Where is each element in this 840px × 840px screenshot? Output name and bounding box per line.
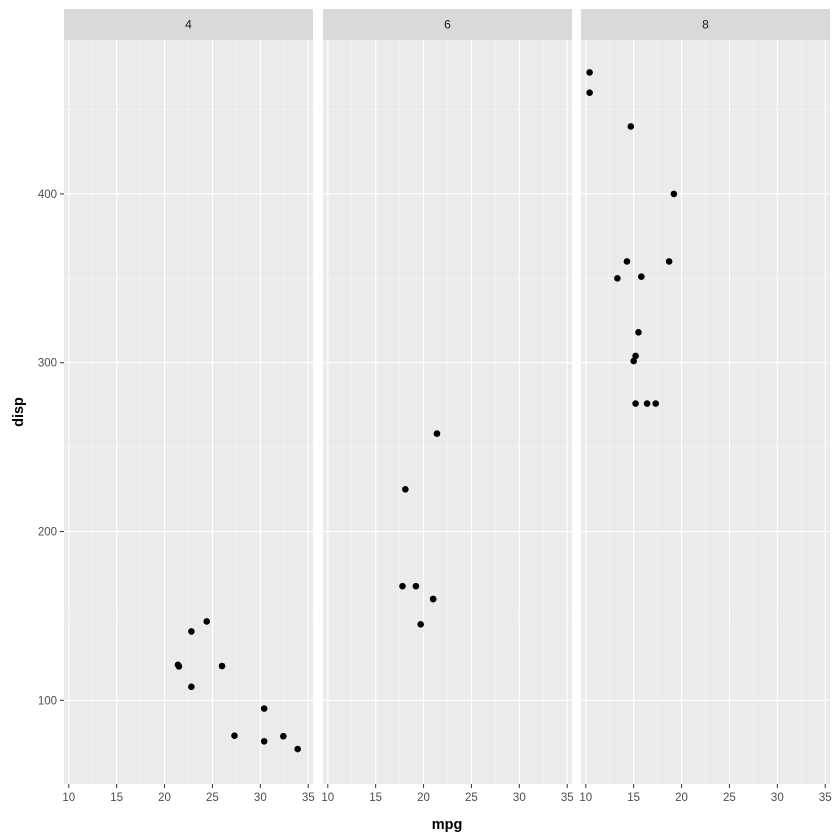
x-tick-label: 35 — [302, 792, 315, 804]
data-point-4-0 — [188, 683, 195, 691]
data-point-8-12 — [638, 273, 645, 280]
data-point-6-4 — [412, 582, 420, 590]
x-tick-label: 10 — [62, 792, 75, 804]
data-point-8-0 — [665, 258, 673, 265]
data-point-4-4 — [260, 737, 268, 745]
y-tick-label: 200 — [38, 526, 57, 538]
data-point-4-7 — [231, 732, 238, 740]
data-point-4-1 — [203, 618, 210, 625]
data-point-8-9 — [632, 352, 639, 360]
y-axis: 100 200 300 400 — [38, 189, 64, 707]
facet-strip-label: 4 — [185, 18, 192, 32]
facet-strip-label: 8 — [702, 18, 709, 32]
x-tick-label: 15 — [627, 792, 640, 804]
x-tick-label: 25 — [723, 792, 736, 804]
data-point-8-3 — [652, 400, 659, 407]
data-point-8-10 — [614, 275, 621, 282]
data-point-4-8 — [218, 662, 226, 670]
data-point-8-2 — [643, 400, 651, 407]
facet-strip — [64, 9, 313, 40]
data-point-4-9 — [260, 705, 268, 712]
y-tick-label: 100 — [38, 695, 57, 707]
facet-panel-6: 6 — [323, 9, 572, 784]
x-tick-label: 20 — [675, 792, 688, 804]
x-tick-label: 35 — [819, 792, 832, 804]
x-tick-label: 25 — [206, 792, 219, 804]
x-tick-label: 15 — [110, 792, 123, 804]
data-point-8-13 — [630, 357, 637, 365]
facet-strip — [323, 9, 572, 40]
x-tick-label: 15 — [369, 792, 382, 804]
data-point-8-7 — [627, 123, 635, 130]
data-point-8-5 — [586, 69, 593, 76]
x-tick-label: 30 — [513, 792, 526, 804]
facet-panel-8: 8 — [581, 9, 830, 784]
data-point-8-4 — [632, 400, 639, 407]
data-point-4-10 — [174, 661, 182, 669]
data-point-6-3 — [402, 486, 409, 493]
panels-layer: 4 6 8 — [64, 9, 830, 784]
facet-strip — [581, 9, 830, 40]
data-point-6-5 — [399, 582, 406, 590]
y-tick-label: 400 — [38, 189, 57, 201]
x-axis-title: mpg — [432, 817, 463, 833]
data-point-8-11 — [670, 190, 678, 198]
x-tick-label: 25 — [465, 792, 478, 804]
y-axis-title: disp — [11, 397, 27, 427]
x-tick-label: 30 — [771, 792, 784, 804]
x-tick-label: 20 — [417, 792, 430, 804]
data-point-8-1 — [623, 258, 631, 265]
data-point-4-3 — [280, 732, 287, 740]
x-tick-label: 20 — [158, 792, 171, 804]
data-point-8-8 — [635, 329, 642, 336]
data-point-6-6 — [417, 621, 424, 628]
facet-panel-4: 4 — [64, 9, 313, 784]
x-tick-label: 10 — [321, 792, 334, 804]
data-point-6-1 — [429, 595, 437, 603]
y-tick-label: 300 — [38, 358, 57, 370]
data-point-4-5 — [294, 745, 301, 753]
data-point-6-2 — [433, 430, 441, 437]
x-axes: 10 15 20 25 30 35 10 15 20 25 30 35 10 15 20 25 30 35 — [62, 784, 832, 804]
facet-strip-label: 6 — [444, 18, 451, 32]
data-point-4-2 — [188, 628, 195, 635]
x-tick-label: 30 — [254, 792, 267, 804]
x-tick-label: 10 — [579, 792, 592, 804]
data-point-8-6 — [586, 89, 593, 96]
x-tick-label: 35 — [561, 792, 574, 804]
